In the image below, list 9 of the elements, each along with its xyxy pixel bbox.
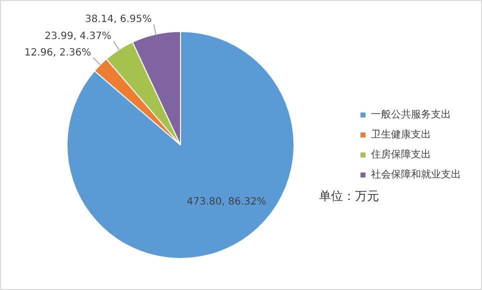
legend-label: 卫生健康支出 [371, 128, 431, 141]
legend-label: 住房保障支出 [371, 148, 431, 161]
text: 单位：万元 [319, 188, 379, 205]
data-label: 473.80, 86.32% [186, 196, 266, 208]
legend-label: 一般公共服务支出 [371, 108, 451, 121]
data-label: 12.96, 2.36% [24, 47, 92, 58]
data-label: 38.14, 6.95% [84, 14, 152, 26]
legend-label: 社会保障和就业支出 [371, 168, 461, 181]
data-label: 23.99, 4.37% [44, 30, 112, 42]
